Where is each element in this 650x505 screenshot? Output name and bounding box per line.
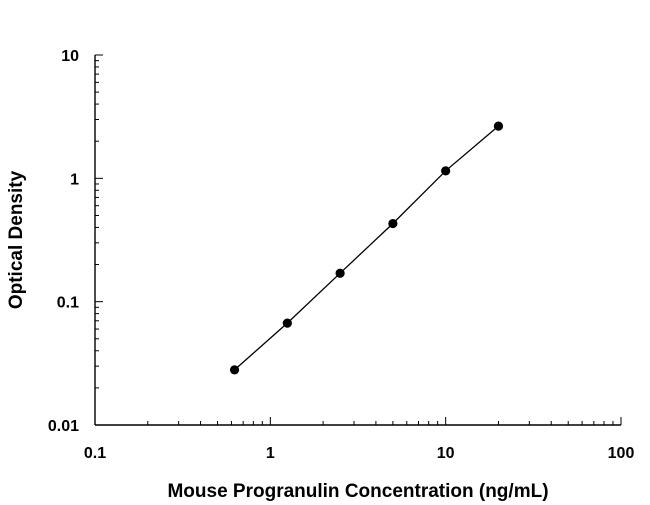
y-tick-label: 0.1 bbox=[57, 295, 79, 312]
x-tick-label: 0.1 bbox=[84, 445, 106, 462]
fit-line bbox=[234, 125, 499, 371]
x-axis-title: Mouse Progranulin Concentration (ng/mL) bbox=[167, 481, 548, 502]
x-tick-label: 1 bbox=[266, 445, 275, 462]
data-point bbox=[229, 365, 240, 375]
data-point bbox=[388, 218, 398, 229]
y-tick-label: 1 bbox=[70, 171, 79, 188]
data-point bbox=[441, 166, 451, 176]
y-tick-label: 10 bbox=[61, 48, 79, 65]
x-tick-label: 10 bbox=[437, 445, 455, 462]
y-tick-label: 0.01 bbox=[48, 418, 79, 435]
data-point bbox=[335, 268, 345, 278]
y-axis-title: Optical Density bbox=[6, 170, 27, 309]
y-ticks: 0.01 0.1 1 10 bbox=[48, 48, 103, 435]
x-tick-label: 100 bbox=[608, 445, 635, 462]
axes bbox=[94, 55, 621, 426]
x-ticks: 0.1 1 10 100 bbox=[84, 417, 635, 462]
data-point bbox=[282, 318, 292, 328]
plot-area bbox=[229, 121, 504, 375]
data-point bbox=[493, 121, 504, 131]
